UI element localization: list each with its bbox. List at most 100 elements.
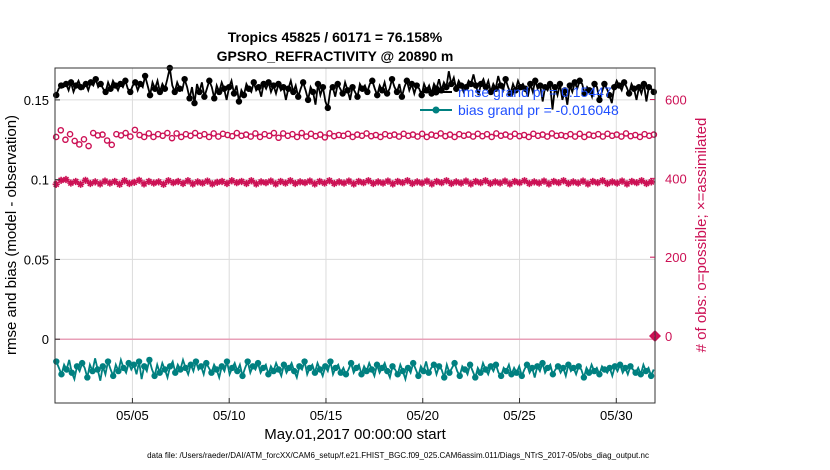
obs-assimilated-point bbox=[140, 180, 148, 188]
obs-assimilated-point bbox=[252, 180, 260, 188]
obs-assimilated-point bbox=[633, 179, 641, 187]
obs-possible-point bbox=[205, 133, 213, 141]
y-axis-left-ticks: 0 0.05 0.1 0.15 bbox=[24, 93, 60, 347]
obs-possible-point bbox=[164, 129, 171, 137]
obs-possible-point bbox=[177, 133, 185, 141]
rmse-point bbox=[591, 80, 598, 88]
rmse-point bbox=[640, 80, 648, 88]
rmse-point bbox=[581, 90, 588, 97]
obs-assimilated-point bbox=[325, 177, 333, 185]
obs-assimilated-point bbox=[623, 180, 631, 188]
bias-point bbox=[637, 371, 644, 378]
bias-point bbox=[384, 367, 391, 375]
rmse-point bbox=[57, 82, 65, 89]
bias-point bbox=[466, 361, 474, 368]
y-right-tick-label: 0 bbox=[665, 329, 672, 344]
obs-possible-point bbox=[377, 133, 384, 141]
obs-assimilated-point bbox=[413, 178, 421, 186]
bias-series bbox=[53, 356, 655, 383]
rmse-point bbox=[408, 80, 415, 88]
obs-possible-point bbox=[451, 133, 458, 141]
obs-assimilated-point bbox=[516, 179, 524, 187]
rmse-point bbox=[53, 91, 60, 99]
rmse-point bbox=[606, 91, 613, 99]
bias-point bbox=[125, 359, 132, 367]
rmse-point bbox=[211, 95, 218, 102]
rmse-point bbox=[240, 91, 248, 99]
x-axis-label: May.01,2017 00:00:00 start bbox=[264, 426, 446, 443]
obs-possible-point bbox=[469, 133, 477, 140]
rmse-point bbox=[206, 77, 213, 84]
obs-assimilated-point bbox=[130, 178, 138, 186]
rmse-point bbox=[630, 85, 638, 92]
obs-assimilated-point bbox=[189, 180, 197, 188]
obs-assimilated-point bbox=[574, 179, 582, 187]
obs-assimilated-point bbox=[233, 179, 241, 187]
obs-assimilated-point bbox=[433, 177, 441, 186]
obs-assimilated-point bbox=[642, 179, 651, 188]
obs-assimilated-point bbox=[428, 180, 436, 188]
obs-assimilated-point bbox=[208, 180, 216, 188]
obs-assimilated-point bbox=[442, 177, 451, 185]
bias-point bbox=[192, 358, 200, 365]
bias-point bbox=[596, 371, 603, 378]
obs-assimilated-point bbox=[223, 179, 231, 188]
rmse-point bbox=[87, 79, 95, 86]
bias-point bbox=[347, 359, 355, 367]
bias-point bbox=[606, 364, 613, 372]
obs-assimilated-point bbox=[618, 177, 626, 185]
rmse-point bbox=[295, 93, 302, 100]
obs-assimilated-point bbox=[91, 178, 99, 186]
bias-point bbox=[275, 366, 282, 373]
bias-point bbox=[559, 364, 567, 372]
rmse-point bbox=[250, 79, 257, 86]
bias-point bbox=[223, 358, 231, 365]
bias-point bbox=[565, 361, 572, 368]
bias-point bbox=[492, 361, 500, 368]
rmse-point bbox=[176, 85, 183, 92]
rmse-point bbox=[477, 80, 485, 88]
obs-assimilated-point bbox=[530, 178, 538, 186]
bias-point bbox=[280, 361, 288, 368]
obs-assimilated-point bbox=[340, 179, 348, 187]
obs-assimilated-point bbox=[545, 180, 553, 188]
x-tick-label: 05/25 bbox=[503, 408, 536, 423]
bias-point bbox=[353, 364, 360, 372]
obs-possible-point bbox=[437, 130, 445, 137]
bias-point bbox=[425, 369, 432, 376]
obs-assimilated-point bbox=[398, 179, 407, 187]
obs-assimilated-point bbox=[379, 179, 387, 187]
obs-possible-point bbox=[576, 130, 584, 138]
x-axis-ticks: 05/05 05/10 05/15 05/20 05/25 05/30 bbox=[116, 398, 633, 423]
bias-point bbox=[234, 367, 241, 375]
obs-assimilated-point bbox=[384, 177, 392, 185]
rmse-point bbox=[235, 98, 243, 105]
bias-point bbox=[187, 361, 194, 368]
y-axis-right-ticks: 0 200 400 600 bbox=[650, 93, 687, 344]
obs-possible-point bbox=[103, 137, 111, 144]
obs-assimilated-point bbox=[52, 180, 60, 188]
obs-possible-point bbox=[247, 133, 255, 140]
obs-assimilated-point bbox=[57, 176, 65, 184]
bias-point bbox=[166, 363, 174, 370]
bias-point bbox=[616, 361, 624, 368]
bias-point bbox=[115, 367, 122, 375]
rmse-point bbox=[596, 96, 603, 104]
bias-point bbox=[409, 359, 417, 367]
obs-assimilated-point bbox=[296, 178, 304, 186]
obs-assimilated-point bbox=[457, 179, 465, 187]
bias-point bbox=[73, 363, 81, 370]
obs-possible-point bbox=[326, 130, 333, 137]
obs-assimilated-point bbox=[550, 177, 558, 186]
obs-possible-point bbox=[168, 134, 176, 142]
obs-assimilated-point bbox=[125, 179, 133, 188]
bias-point bbox=[130, 361, 138, 368]
obs-assimilated-point bbox=[320, 179, 329, 187]
y-left-tick-label: 0.05 bbox=[24, 252, 49, 267]
bias-point bbox=[156, 369, 163, 376]
obs-possible-point bbox=[298, 129, 306, 137]
obs-possible-point bbox=[622, 130, 630, 137]
y-axis-right-label: # of obs: o=possible; ×=assimilated bbox=[693, 118, 710, 353]
obs-assimilated-series bbox=[52, 175, 655, 188]
